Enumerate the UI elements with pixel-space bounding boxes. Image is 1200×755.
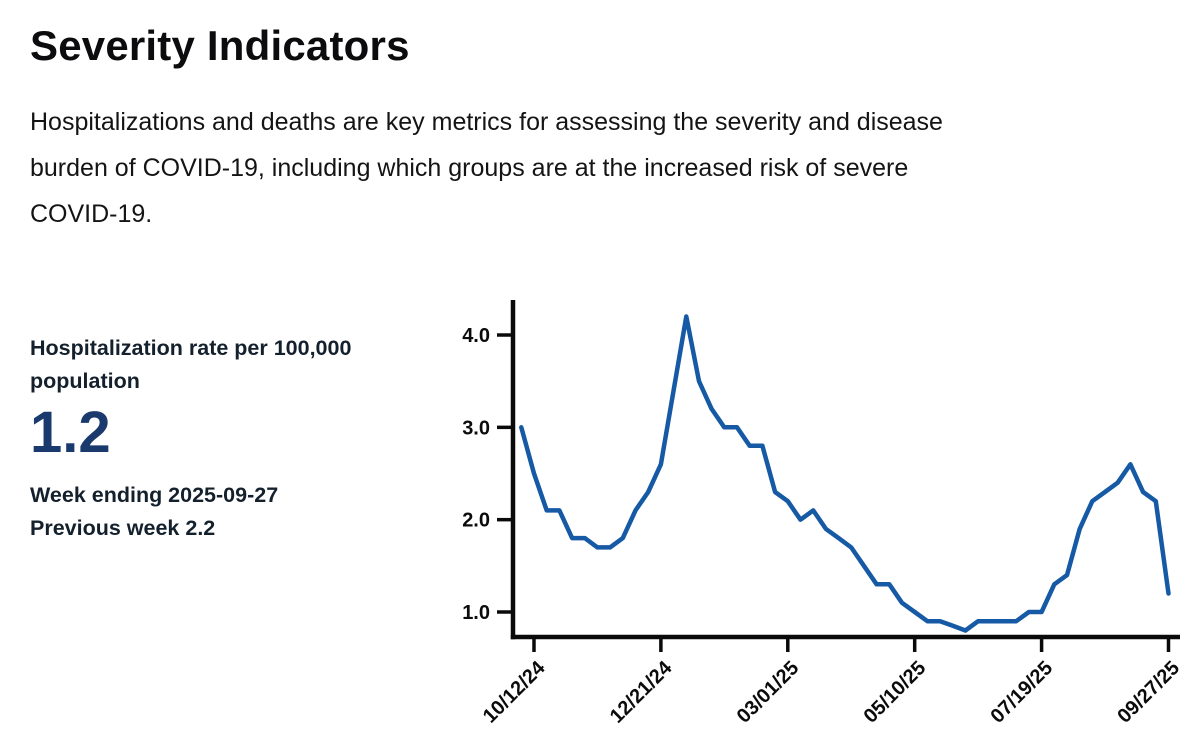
y-tick-label: 2.0 bbox=[462, 510, 490, 532]
x-tick-label: 09/27/25 bbox=[1113, 657, 1184, 728]
stat-label: Hospitalization rate per 100,000 populati… bbox=[30, 336, 352, 393]
x-tick-label: 10/12/24 bbox=[479, 656, 550, 727]
page-title: Severity Indicators bbox=[30, 22, 410, 69]
stat-week-ending: Week ending 2025-09-27 bbox=[30, 483, 279, 507]
stat-week-info: Week ending 2025-09-27 Previous week 2.2 bbox=[30, 479, 430, 545]
x-tick-label: 12/21/24 bbox=[606, 656, 677, 727]
y-tick-label: 1.0 bbox=[462, 602, 490, 624]
y-tick-label: 3.0 bbox=[462, 417, 490, 439]
hospitalization-trend-svg: 1.0 2.0 3.0 4.0 10/12/24 12/21/24 03/01/25 05/1… bbox=[462, 300, 1184, 728]
stat-previous-week: Previous week 2.2 bbox=[30, 516, 216, 540]
page-description: Hospitalizations and deaths are key metr… bbox=[30, 108, 943, 228]
hospitalization-rate-chart: 1.0 2.0 3.0 4.0 10/12/24 12/21/24 03/01/25 05/1… bbox=[440, 295, 1200, 755]
hospitalization-stat-block: Hospitalization rate per 100,000 populati… bbox=[30, 332, 430, 545]
x-tick-label: 07/19/25 bbox=[987, 657, 1058, 728]
x-tick-label: 05/10/25 bbox=[860, 657, 931, 728]
stat-value: 1.2 bbox=[30, 400, 111, 465]
x-tick-label: 03/01/25 bbox=[733, 657, 804, 728]
trend-line bbox=[519, 314, 1171, 633]
y-tick-label: 4.0 bbox=[462, 325, 490, 347]
